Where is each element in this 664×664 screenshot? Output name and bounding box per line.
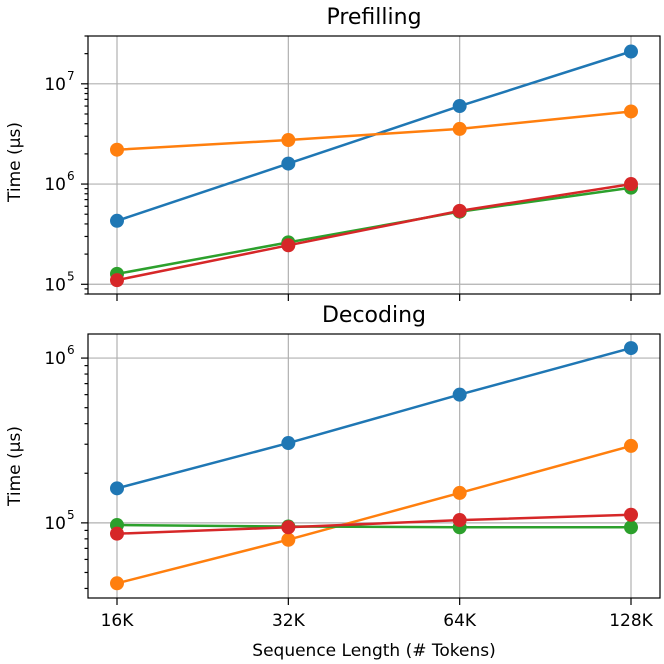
x-tick-label-64K: 64K [443,611,477,631]
prefilling-series-1-line [116,110,632,151]
prefilling-y-tick-label-1e7: 10 [44,75,66,95]
decoding-series-3-point-128K [624,507,638,522]
prefilling-axes-frame [87,35,661,295]
prefilling-series-1-point-16K [110,142,124,157]
prefilling-y-tick-label-1e5: 10 [44,275,66,295]
decoding-series-3-point-16K [110,526,124,541]
prefilling-series-2-line [116,186,632,276]
decoding-axes-frame [87,333,661,599]
decoding-y-tick-exponent-1e5: 5 [67,508,75,522]
x-tick-label-128K: 128K [609,611,653,631]
x-tick-label-16K: 16K [101,611,135,631]
decoding-series-0-line [116,346,632,490]
x-tick-label-32K: 32K [272,611,306,631]
decoding-series-1-point-32K [281,532,296,547]
decoding-series-1-point-128K [624,438,638,453]
decoding-series-0-point-16K [110,481,124,496]
decoding-series-2-line [116,523,631,529]
decoding-y-tick-label-1e6: 10 [44,349,66,369]
prefilling-series-3-point-32K [281,238,296,253]
prefilling-series-0-point-16K [110,213,124,228]
decoding-series-0-point-32K [281,436,296,451]
decoding-title: Decoding [322,303,426,328]
prefilling-y-tick-exponent-1e7: 7 [67,69,75,83]
prefilling-y-tick-exponent-1e5: 5 [67,269,75,283]
decoding-series-0-point-64K [452,387,467,402]
prefilling-series-1-point-128K [624,104,638,119]
prefilling-y-axis-label: Time (μs) [5,122,25,203]
decoding-series-3-line [116,513,632,535]
prefilling-y-tick-label-1e6: 10 [44,175,66,195]
prefilling-series-0-point-128K [624,44,638,59]
decoding-y-tick-label-1e5: 10 [44,514,66,534]
decoding-series-1-point-64K [452,485,467,500]
prefilling-series-3-point-16K [110,273,124,288]
decoding-series-3-point-32K [281,520,296,535]
decoding-series-2-point-128K [624,520,638,535]
x-axis-label: Sequence Length (# Tokens) [252,641,495,661]
prefilling-series-1-point-64K [452,121,467,136]
decoding-y-tick-exponent-1e6: 6 [67,343,75,357]
prefilling-series-3-point-64K [452,203,467,218]
prefilling-series-0-point-32K [281,156,296,171]
decoding-y-axis-label: Time (μs) [5,426,25,507]
decoding-series-0-point-128K [624,341,638,356]
decoding-series-1-line [116,444,632,585]
prefilling-y-tick-exponent-1e6: 6 [67,169,75,183]
prefilling-series-3-point-128K [624,177,638,192]
prefilling-series-0-point-64K [452,99,467,114]
prefilling-series-1-point-32K [281,133,296,148]
prefilling-series-3-line [116,182,632,282]
decoding-series-3-point-64K [452,513,467,528]
prefilling-title: Prefilling [326,5,421,30]
decoding-series-1-point-16K [110,576,124,591]
